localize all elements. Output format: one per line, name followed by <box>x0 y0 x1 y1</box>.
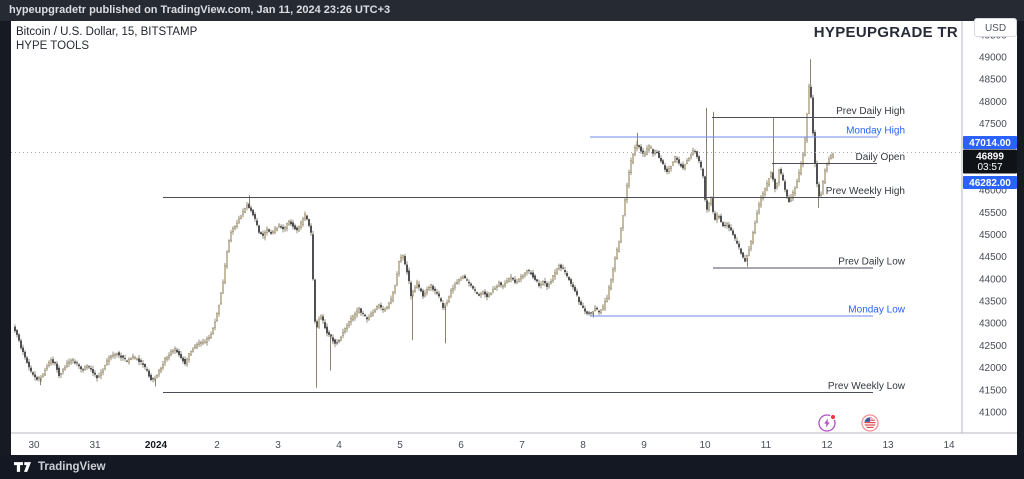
svg-text:41500: 41500 <box>979 385 1007 396</box>
svg-text:31: 31 <box>89 440 101 451</box>
symbol-subtitle: HYPE TOOLS <box>16 40 90 52</box>
svg-text:48500: 48500 <box>979 75 1007 86</box>
time-axis[interactable]: 30 31 2024 2 3 4 5 6 7 8 9 10 11 12 13 14 <box>28 440 955 451</box>
svg-text:44500: 44500 <box>979 252 1007 263</box>
level-label-prev-daily-low: Prev Daily Low <box>838 257 905 268</box>
svg-text:3: 3 <box>275 440 281 451</box>
svg-text:42500: 42500 <box>979 341 1007 352</box>
svg-text:46899: 46899 <box>976 152 1004 163</box>
price-badge <box>963 136 1017 149</box>
svg-text:47500: 47500 <box>979 119 1007 130</box>
flash-event-icon[interactable] <box>818 413 837 432</box>
svg-text:49000: 49000 <box>979 53 1007 64</box>
svg-text:8: 8 <box>580 440 586 451</box>
level-lines: Prev Daily High Monday High Daily Open Prev… <box>163 106 906 393</box>
svg-text:41000: 41000 <box>979 407 1007 418</box>
watermark-label: HYPEUPGRADE TR <box>813 24 958 41</box>
svg-text:7: 7 <box>519 440 525 451</box>
publish-text: hypeupgradetr published on TradingView.c… <box>9 4 391 16</box>
svg-text:44000: 44000 <box>979 274 1007 285</box>
chart-panel-bg <box>11 21 1017 455</box>
svg-text:47014.00: 47014.00 <box>969 138 1011 149</box>
svg-text:10: 10 <box>699 440 711 451</box>
symbol-title[interactable]: Bitcoin / U.S. Dollar, 15, BITSTAMP <box>16 26 198 38</box>
publish-header-bar: hypeupgradetr published on TradingView.c… <box>0 0 1024 21</box>
level-label-monday-high: Monday High <box>846 126 905 137</box>
svg-text:48000: 48000 <box>979 97 1007 108</box>
svg-text:45000: 45000 <box>979 230 1007 241</box>
candles <box>14 59 834 388</box>
level-label-prev-daily-high: Prev Daily High <box>836 106 905 117</box>
currency-unit-button[interactable]: USD <box>974 18 1017 37</box>
symbol-info: Bitcoin / U.S. Dollar, 15, BITSTAMP HYPE… <box>16 25 197 53</box>
svg-text:2024: 2024 <box>145 440 168 451</box>
svg-text:12: 12 <box>821 440 833 451</box>
svg-text:43500: 43500 <box>979 297 1007 308</box>
svg-text:45500: 45500 <box>979 208 1007 219</box>
tradingview-logo-icon[interactable] <box>14 461 31 473</box>
svg-text:5: 5 <box>397 440 403 451</box>
svg-text:4: 4 <box>336 440 342 451</box>
level-label-prev-weekly-low: Prev Weekly Low <box>828 381 906 392</box>
svg-text:42000: 42000 <box>979 363 1007 374</box>
svg-text:9: 9 <box>641 440 647 451</box>
svg-text:46000: 46000 <box>979 186 1007 197</box>
svg-text:03:57: 03:57 <box>977 162 1002 173</box>
level-label-prev-weekly-high: Prev Weekly High <box>826 186 905 197</box>
current-price-badge <box>963 149 1017 174</box>
svg-text:2: 2 <box>214 440 220 451</box>
svg-text:43000: 43000 <box>979 319 1007 330</box>
us-economic-event-icon[interactable] <box>861 414 879 432</box>
svg-text:13: 13 <box>882 440 894 451</box>
price-badge <box>963 176 1017 189</box>
svg-text:30: 30 <box>28 440 40 451</box>
svg-text:11: 11 <box>761 440 772 451</box>
svg-text:6: 6 <box>458 440 464 451</box>
svg-text:14: 14 <box>943 440 955 451</box>
level-label-daily-open: Daily Open <box>856 152 905 163</box>
footer-bar: TradingView <box>0 455 1024 479</box>
level-label-monday-low: Monday Low <box>848 305 905 316</box>
svg-text:46282.00: 46282.00 <box>969 178 1011 189</box>
tradingview-logo-text[interactable]: TradingView <box>38 461 106 473</box>
